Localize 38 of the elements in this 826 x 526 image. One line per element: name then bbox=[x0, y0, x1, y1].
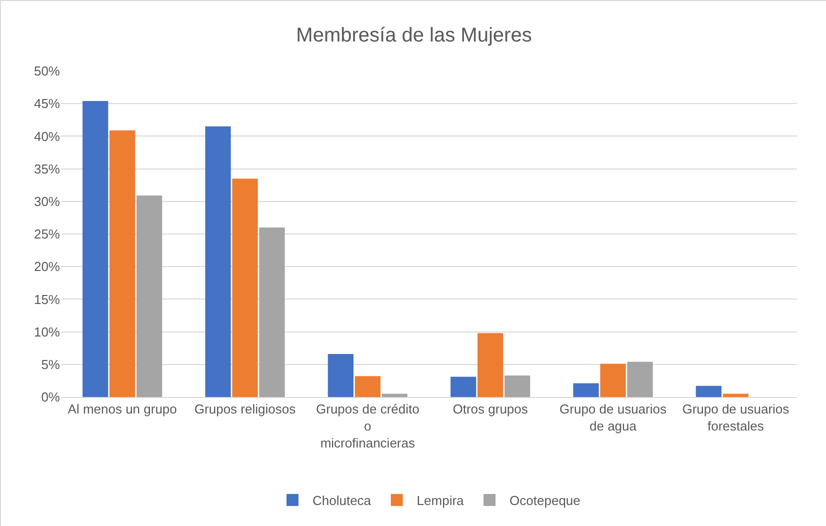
bar bbox=[205, 126, 231, 397]
y-tick-label: 50% bbox=[34, 64, 60, 79]
bar bbox=[259, 227, 285, 397]
bar bbox=[450, 376, 476, 397]
y-tick-label: 5% bbox=[41, 356, 60, 372]
x-tick-label: Grupos de crédito o microfinancieras bbox=[316, 402, 420, 450]
bar bbox=[354, 376, 380, 397]
bar bbox=[504, 375, 530, 397]
bar bbox=[600, 364, 626, 397]
y-tick-label: 40% bbox=[34, 128, 60, 144]
bar bbox=[110, 130, 136, 397]
y-tick-label: 25% bbox=[34, 226, 60, 242]
chart-title: Membresía de las Mujeres bbox=[296, 24, 532, 46]
y-tick-label: 0% bbox=[41, 390, 60, 405]
x-tick-label: Grupo de usuarios forestales bbox=[682, 402, 790, 434]
legend-label: Ocotepeque bbox=[510, 493, 580, 508]
bar bbox=[328, 354, 354, 397]
bar bbox=[722, 394, 748, 397]
y-tick-label: 30% bbox=[34, 194, 60, 209]
legend-label: Choluteca bbox=[312, 493, 372, 508]
y-tick-label: 15% bbox=[34, 292, 60, 307]
y-tick-label: 45% bbox=[34, 96, 60, 112]
y-tick-label: 10% bbox=[34, 324, 60, 340]
x-tick-label: Al menos un grupo bbox=[68, 402, 177, 417]
bar bbox=[627, 362, 653, 397]
x-tick-label: Grupo de usuarios de agua bbox=[560, 402, 667, 434]
x-tick-label: Grupos religiosos bbox=[194, 402, 296, 417]
bar bbox=[696, 386, 722, 397]
bar bbox=[232, 178, 258, 397]
y-tick-label: 20% bbox=[34, 259, 60, 274]
x-tick-label: Otros grupos bbox=[452, 402, 528, 417]
bar bbox=[478, 333, 504, 397]
bar bbox=[136, 196, 162, 397]
bar bbox=[573, 383, 599, 397]
bar bbox=[82, 100, 108, 397]
bar bbox=[382, 394, 408, 397]
y-tick-label: 35% bbox=[34, 161, 60, 176]
legend-label: Lempira bbox=[416, 493, 465, 508]
